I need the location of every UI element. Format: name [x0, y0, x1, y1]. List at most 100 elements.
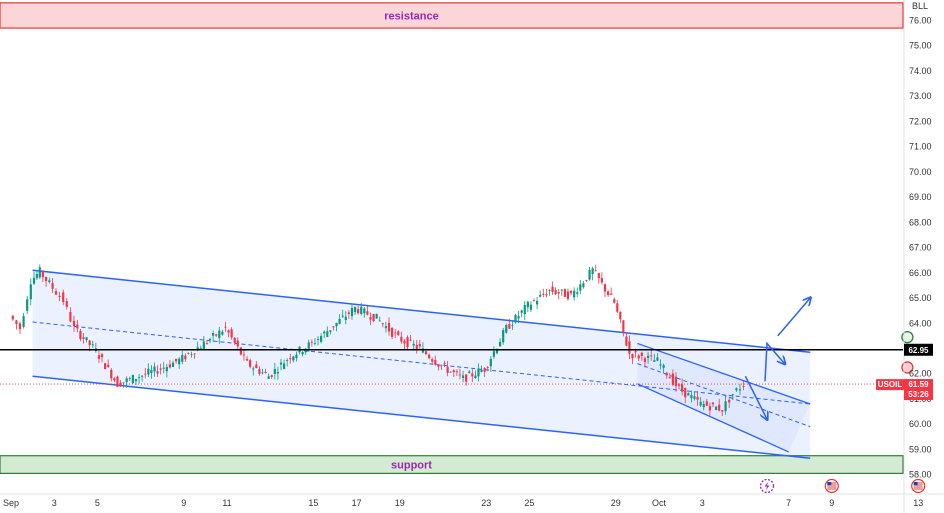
candle-body: [38, 267, 41, 278]
y-tick-label: 64.00: [909, 318, 932, 328]
candle-body: [326, 331, 329, 337]
candle-body: [15, 320, 18, 325]
candle-body: [378, 320, 381, 322]
candle-body: [465, 374, 468, 382]
candle-body: [738, 389, 742, 391]
y-tick-label: 74.00: [909, 66, 932, 76]
candle-body: [610, 293, 613, 295]
candle-body: [424, 351, 428, 355]
candle-body: [619, 311, 622, 320]
candle-body: [320, 335, 323, 342]
candle-body: [196, 347, 199, 351]
x-tick-label: 17: [352, 498, 362, 508]
candle-body: [502, 330, 505, 343]
resistance-label: resistance: [384, 10, 438, 22]
candle-body: [735, 388, 738, 391]
support-zone[interactable]: [0, 455, 904, 474]
candle-body: [245, 359, 249, 361]
candle-body: [85, 337, 88, 341]
candle-body: [230, 329, 233, 338]
candle-body: [714, 406, 718, 410]
candle-body: [452, 370, 455, 372]
candle-body: [563, 289, 566, 297]
candle-body: [486, 367, 489, 368]
main-channel-lower-line[interactable]: [32, 375, 811, 459]
candle-body: [681, 384, 684, 392]
candle-body: [690, 395, 693, 399]
inner-channel-upper-line[interactable]: [637, 342, 811, 405]
y-tick-label: 65.00: [909, 293, 932, 303]
candle-body: [258, 369, 261, 374]
candle-body: [514, 314, 517, 323]
candle-body: [45, 276, 48, 282]
candle-body: [468, 371, 471, 374]
candle-body: [461, 375, 465, 378]
candle-body: [696, 396, 699, 400]
main-channel-upper-line[interactable]: [32, 269, 811, 354]
us-flag-event-icon[interactable]: [911, 478, 926, 494]
candle-body: [357, 309, 360, 314]
arrow-down[interactable]: [744, 375, 767, 419]
candle-body: [637, 355, 640, 359]
y-tick-label: 60.00: [909, 419, 932, 429]
candle-body: [65, 301, 68, 307]
candle-body: [684, 387, 687, 398]
arrow-bounce[interactable]: [764, 341, 785, 382]
candle-body: [699, 401, 702, 406]
candle-body: [440, 365, 443, 367]
x-tick-label: 7: [786, 498, 791, 508]
candle-body: [187, 352, 190, 354]
candle-body: [403, 340, 406, 344]
candle-body: [181, 354, 184, 362]
candle-body: [406, 337, 409, 348]
candle-body: [79, 331, 82, 339]
candle-body: [721, 410, 724, 412]
candle-body: [307, 342, 310, 349]
candle-body: [640, 352, 643, 356]
y-tick-label: 59.00: [909, 444, 932, 454]
current-price-value: 61.59: [908, 380, 929, 389]
candle-body: [566, 291, 570, 299]
candle-body: [492, 351, 496, 357]
candle-body: [545, 294, 548, 296]
candle-body: [205, 343, 209, 344]
lightning-event-icon[interactable]: [759, 478, 775, 494]
candle-body: [347, 312, 350, 314]
resistance-zone[interactable]: [0, 2, 904, 29]
candle-body: [443, 363, 446, 364]
candle-body: [252, 368, 255, 370]
candle-body: [650, 355, 653, 357]
candle-body: [662, 364, 665, 368]
candle-body: [221, 331, 224, 335]
horizontal-line-price: 62.95: [908, 346, 929, 355]
main-channel-mid-line[interactable]: [32, 321, 811, 405]
x-tick-label: 11: [222, 498, 231, 508]
candle-body: [62, 292, 65, 303]
candle-body: [412, 343, 415, 346]
candle-body: [603, 284, 607, 292]
candle-body: [11, 315, 14, 320]
candle-body: [202, 341, 205, 349]
candle-body: [32, 277, 36, 284]
candle-body: [323, 331, 326, 334]
candle-body: [585, 280, 588, 281]
y-tick-label: 75.00: [909, 41, 932, 51]
candle-body: [289, 358, 292, 360]
target-up-marker[interactable]: [901, 330, 914, 344]
x-tick-label: Sep: [3, 498, 19, 508]
y-tick-label: 70.00: [909, 167, 932, 177]
candle-body: [520, 310, 523, 313]
inner-channel-lower-line[interactable]: [637, 383, 789, 453]
target-down-marker[interactable]: [901, 361, 914, 374]
candle-body: [582, 283, 585, 288]
arrow-up[interactable]: [777, 298, 810, 337]
candle-body: [76, 324, 79, 329]
candle-body: [588, 269, 591, 280]
us-flag-event-icon[interactable]: [824, 478, 839, 494]
candle-body: [171, 362, 175, 367]
y-tick-label: 76.00: [909, 16, 932, 26]
candle-body: [113, 378, 116, 381]
candle-body: [286, 360, 289, 361]
candle-body: [22, 316, 25, 327]
